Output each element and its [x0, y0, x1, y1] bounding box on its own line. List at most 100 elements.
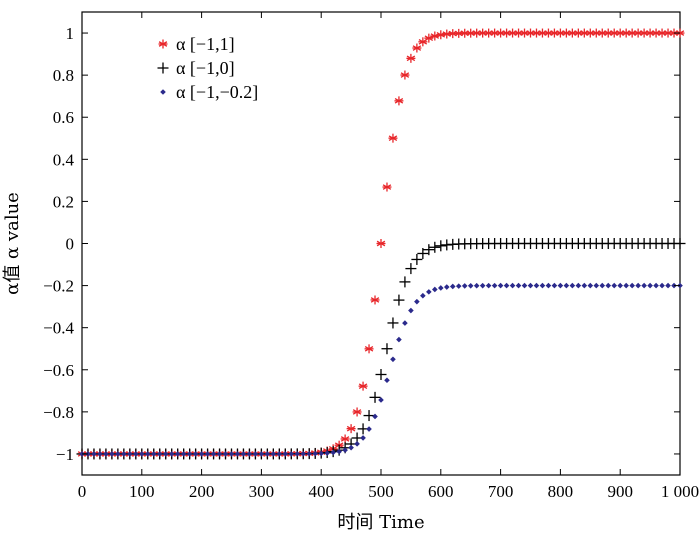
data-point [282, 451, 289, 457]
data-point [497, 282, 504, 289]
data-point [192, 451, 199, 457]
y-tick-label: −1 [56, 445, 74, 464]
plot-area: 0 100 200 300 400 500 600 700 800 900 1 000 −1 −0.8 −… [43, 11, 699, 501]
data-point [641, 282, 647, 289]
data-point [372, 413, 378, 420]
data-point [396, 336, 402, 343]
data-point [276, 451, 283, 457]
data-point [370, 295, 380, 305]
data-point [364, 344, 374, 354]
data-point [467, 282, 474, 289]
data-point [611, 282, 618, 289]
data-point [455, 283, 462, 289]
data-point [423, 244, 435, 256]
data-point [617, 282, 623, 289]
y-tick-label: −0.2 [43, 277, 74, 296]
data-point [336, 448, 342, 455]
data-point [384, 377, 390, 384]
data-point [412, 43, 422, 53]
data-point [216, 451, 223, 457]
y-tick-label: 0 [66, 235, 75, 254]
data-point [139, 451, 145, 457]
data-point [381, 343, 393, 355]
data-point [186, 451, 193, 457]
legend-label: α [−1,−0.2] [176, 82, 258, 102]
legend-marker [157, 62, 169, 74]
data-point [393, 294, 405, 306]
data-point [240, 451, 247, 457]
data-point [390, 356, 396, 363]
data-point [449, 283, 456, 290]
data-point [121, 451, 127, 457]
data-point [417, 247, 429, 259]
data-point [150, 451, 157, 457]
data-point [420, 292, 426, 299]
legend-label: α [−1,1] [176, 34, 235, 54]
data-point [115, 451, 121, 457]
data-point [479, 282, 486, 289]
data-point [133, 451, 139, 457]
x-tick-label: 300 [249, 482, 275, 501]
data-point [438, 285, 444, 291]
data-point [659, 282, 665, 289]
data-point [288, 451, 295, 457]
data-point [491, 282, 498, 289]
y-tick-label: 0.2 [53, 192, 74, 211]
data-point [198, 451, 205, 457]
data-point [97, 451, 103, 457]
y-tick-label: 0.8 [53, 66, 74, 85]
x-tick-label: 400 [308, 482, 334, 501]
data-point [557, 282, 564, 289]
data-point [91, 451, 97, 457]
x-tick-label: 600 [428, 482, 454, 501]
data-point [563, 282, 570, 289]
data-point [180, 451, 187, 457]
data-point [382, 182, 392, 192]
x-tick-label: 1 000 [661, 482, 699, 501]
data-point [156, 451, 163, 457]
data-point [270, 451, 277, 457]
data-point [358, 381, 368, 391]
data-point [210, 451, 217, 457]
data-point [635, 282, 641, 289]
data-point [411, 253, 423, 265]
legend: α [−1,1] α [−1,0] α [−1,−0.2] [157, 34, 258, 102]
x-axis-label: 时间 Time [337, 512, 424, 533]
data-point [346, 424, 356, 434]
x-tick-label: 700 [488, 482, 514, 501]
data-point [414, 298, 420, 305]
data-point [587, 282, 594, 289]
data-point [426, 289, 432, 295]
data-point [443, 284, 450, 290]
data-point [162, 451, 169, 457]
data-point [340, 434, 350, 444]
x-tick-label: 500 [368, 482, 394, 501]
data-point [369, 391, 381, 403]
data-point [252, 451, 259, 457]
data-point [461, 283, 468, 289]
series-2 [76, 238, 686, 460]
data-point [473, 282, 480, 289]
data-point [647, 282, 653, 289]
data-point [318, 450, 324, 457]
data-point [653, 282, 659, 289]
data-point [400, 70, 410, 80]
data-point [485, 282, 492, 289]
data-point [168, 451, 175, 457]
data-point [432, 286, 438, 293]
x-tick-label: 200 [189, 482, 215, 501]
data-point [575, 282, 582, 289]
data-point [408, 307, 414, 314]
legend-marker [160, 89, 166, 95]
data-point [665, 282, 671, 289]
legend-item-2: α [−1,0] [157, 58, 235, 78]
data-point [366, 426, 372, 432]
data-point [204, 451, 211, 457]
data-point [174, 451, 181, 457]
series-layer [76, 28, 686, 460]
data-point [375, 368, 387, 380]
data-point [533, 282, 540, 289]
data-point [294, 451, 301, 457]
data-point [103, 451, 109, 457]
